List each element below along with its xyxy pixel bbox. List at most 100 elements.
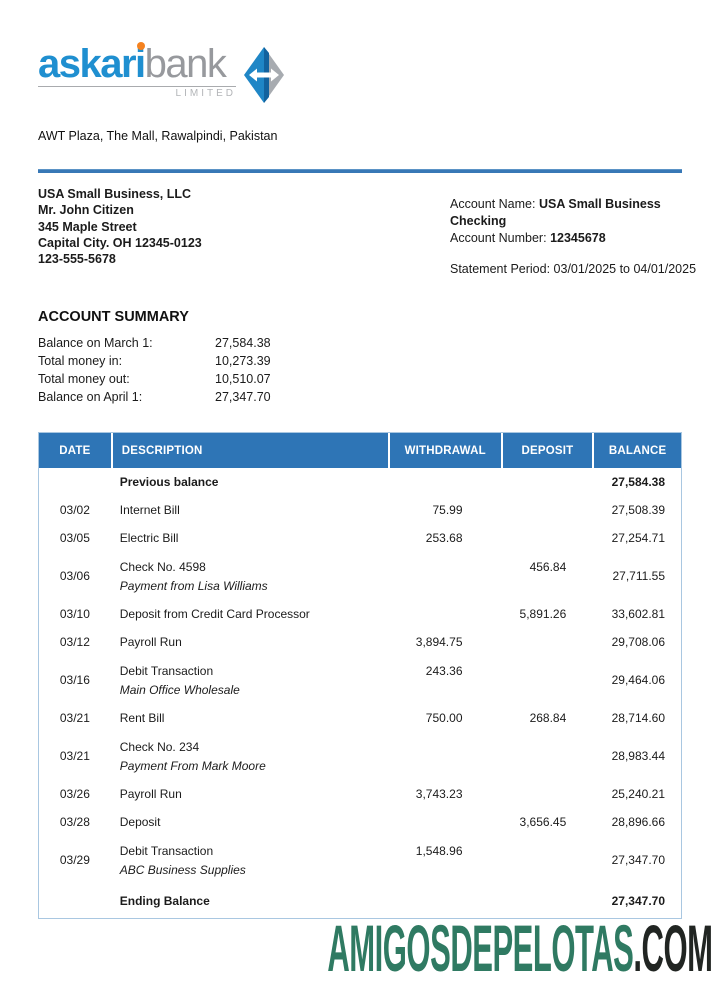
summary-value: 10,273.39 (215, 354, 271, 368)
summary-value: 27,347.70 (215, 390, 271, 404)
transaction-balance: 28,983.44 (611, 749, 665, 763)
logo-bank-text: bank (144, 42, 227, 86)
transaction-description-main: Internet Bill (119, 503, 180, 517)
transaction-description-main: Debit Transaction (119, 663, 214, 678)
transaction-deposit (501, 656, 593, 664)
transaction-balance: 28,714.60 (611, 711, 665, 725)
transaction-description: Check No. 4598 Payment from Lisa Williams (111, 560, 388, 593)
statement-period-line: Statement Period: 03/01/2025 to 04/01/20… (450, 261, 720, 278)
watermark-tld: .COM (632, 911, 713, 985)
transaction-withdrawal: 1,548.96 (415, 844, 463, 858)
transaction-row: 03/02 Internet Bill 75.99 27,508.39 (39, 496, 681, 524)
summary-label: Balance on March 1: (38, 336, 153, 350)
transaction-date: 03/21 (59, 749, 90, 763)
transaction-date: 03/28 (59, 815, 90, 829)
account-info-section: USA Small Business, LLC Mr. John Citizen… (0, 173, 720, 283)
transaction-description-main: Rent Bill (119, 711, 165, 725)
site-watermark: AMIGOSDEPELOTAS.COM (326, 911, 713, 985)
ending-balance-value: 27,347.70 (611, 894, 665, 908)
summary-row: Balance on April 1: 27,347.70 (38, 388, 682, 406)
statement-header: askaribank LIMITED AWT Plaza, The Mall, … (0, 0, 720, 144)
transaction-description: Check No. 234 Payment From Mark Moore (111, 740, 388, 773)
ending-balance-row: Ending Balance 27,347.70 (39, 884, 681, 918)
transaction-deposit: 3,656.45 (519, 815, 567, 829)
transaction-description: Debit Transaction ABC Business Supplies (111, 844, 388, 877)
transaction-description-main: Deposit (119, 815, 161, 829)
account-name-label: Account Name: (450, 197, 536, 211)
customer-line: Mr. John Citizen (38, 203, 134, 218)
transaction-deposit (501, 836, 593, 844)
bank-diamond-icon (244, 47, 284, 103)
transactions-table: DATE DESCRIPTION WITHDRAWAL DEPOSIT BALA… (38, 432, 682, 919)
transaction-balance: 29,464.06 (611, 673, 665, 687)
ending-balance-label: Ending Balance (119, 894, 210, 908)
transaction-description: Deposit from Credit Card Processor (111, 607, 388, 621)
transaction-rows: 03/02 Internet Bill 75.99 27,508.39 03/05 Ele… (39, 496, 681, 884)
previous-balance-row: Previous balance 27,584.38 (39, 468, 681, 496)
account-number-line: Account Number: 12345678 (450, 230, 720, 247)
transaction-balance: 29,708.06 (611, 635, 665, 649)
account-number-value: 12345678 (550, 231, 606, 245)
transaction-balance: 33,602.81 (611, 607, 665, 621)
transaction-date: 03/21 (59, 711, 90, 725)
transaction-description: Debit Transaction Main Office Wholesale (111, 664, 388, 697)
transaction-deposit: 456.84 (529, 560, 567, 574)
account-meta-block: Account Name: USA Small Business Checkin… (450, 196, 720, 278)
transaction-description: Electric Bill (111, 531, 388, 545)
transaction-date: 03/05 (59, 531, 90, 545)
transaction-description: Payroll Run (111, 787, 388, 801)
transaction-row: 03/28 Deposit 3,656.45 28,896.66 (39, 808, 681, 836)
logo-underline (38, 86, 236, 87)
transaction-withdrawal (388, 552, 501, 560)
transaction-description-main: Check No. 234 (119, 739, 200, 754)
transaction-description-note: Payment From Mark Moore (119, 758, 266, 773)
transaction-withdrawal: 750.00 (425, 711, 463, 725)
transaction-row: 03/29 Debit Transaction ABC Business Suppl… (39, 836, 681, 884)
header-balance: BALANCE (592, 433, 681, 468)
transaction-description: Payroll Run (111, 635, 388, 649)
summary-value: 27,584.38 (215, 336, 271, 350)
customer-address-block: USA Small Business, LLC Mr. John Citizen… (38, 186, 682, 267)
transaction-deposit: 268.84 (529, 711, 567, 725)
transaction-row: 03/06 Check No. 4598 Payment from Lisa Wil… (39, 552, 681, 600)
transaction-date: 03/02 (59, 503, 90, 517)
transaction-balance: 28,896.66 (611, 815, 665, 829)
transaction-deposit: 5,891.26 (519, 607, 567, 621)
transaction-balance: 27,347.70 (611, 853, 665, 867)
transaction-row: 03/26 Payroll Run 3,743.23 25,240.21 (39, 780, 681, 808)
transaction-date: 03/16 (59, 673, 90, 687)
transaction-date: 03/26 (59, 787, 90, 801)
transaction-description-main: Check No. 4598 (119, 559, 206, 574)
header-date: DATE (59, 444, 91, 457)
summary-value: 10,510.07 (215, 372, 271, 386)
transaction-description: Deposit (111, 815, 388, 829)
transaction-row: 03/10 Deposit from Credit Card Processor 5… (39, 600, 681, 628)
account-summary-rows: Balance on March 1: 27,584.38 Total money… (38, 334, 682, 406)
previous-balance-label: Previous balance (119, 475, 219, 489)
account-number-label: Account Number: (450, 231, 547, 245)
transaction-withdrawal: 253.68 (425, 531, 463, 545)
transaction-description-note: Main Office Wholesale (119, 682, 240, 697)
header-deposit: DEPOSIT (500, 433, 593, 468)
transaction-row: 03/21 Rent Bill 750.00 268.84 28,714.60 (39, 704, 681, 732)
transaction-row: 03/12 Payroll Run 3,894.75 29,708.06 (39, 628, 681, 656)
bank-logo-text: askaribank LIMITED (38, 44, 236, 100)
transaction-withdrawal: 75.99 (432, 503, 463, 517)
account-name-line: Account Name: USA Small Business Checkin… (450, 196, 720, 230)
transaction-description-main: Electric Bill (119, 531, 179, 545)
bank-logo: askaribank LIMITED (38, 44, 682, 103)
customer-line: 123-555-5678 (38, 252, 116, 267)
transaction-description: Rent Bill (111, 711, 388, 725)
statement-period-label: Statement Period: (450, 262, 551, 276)
transaction-description-note: Payment from Lisa Williams (119, 578, 268, 593)
table-header-row: DATE DESCRIPTION WITHDRAWAL DEPOSIT BALA… (39, 433, 681, 468)
watermark-name: AMIGOSDEPELOTAS (326, 911, 634, 985)
summary-row: Total money in: 10,273.39 (38, 352, 682, 370)
summary-label: Total money in: (38, 354, 123, 368)
summary-label: Total money out: (38, 372, 130, 386)
transaction-deposit (501, 732, 593, 740)
transaction-balance: 25,240.21 (611, 787, 665, 801)
account-summary-title: ACCOUNT SUMMARY (38, 309, 189, 325)
transaction-description-main: Payroll Run (119, 787, 182, 801)
